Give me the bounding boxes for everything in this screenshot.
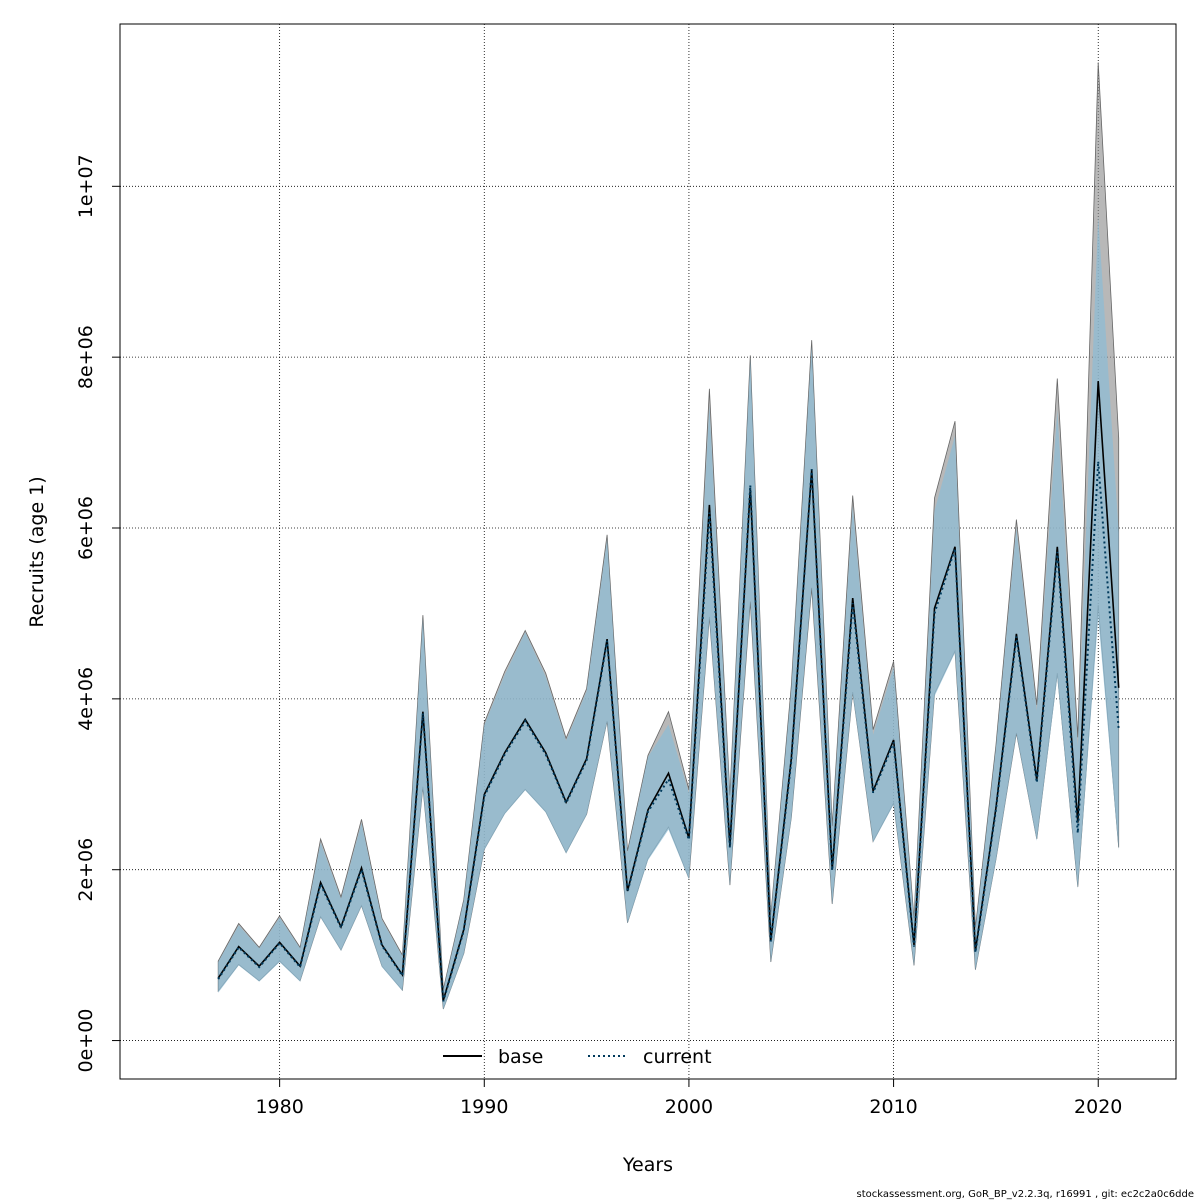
y-tick-label: 1e+07 [75,154,97,218]
y-tick-label: 8e+06 [75,325,97,389]
x-tick-label: 1980 [255,1096,303,1118]
legend: base current [443,1046,712,1068]
legend-label-base: base [498,1046,543,1068]
x-tick-label: 2000 [665,1096,713,1118]
y-axis: 0e+00 2e+06 4e+06 6e+06 8e+06 1e+07 [75,154,121,1073]
series-lines [217,381,1120,1002]
footer-credit: stockassessment.org, GoR_BP_v2.2.3q, r16… [857,1189,1194,1200]
y-tick-label: 2e+06 [75,838,97,902]
y-tick-label: 0e+00 [75,1009,97,1073]
legend-label-current: current [643,1046,712,1068]
y-axis-title: Recruits (age 1) [26,476,48,627]
x-axis: 1980 1990 2000 2010 2020 [255,1078,1122,1118]
x-tick-label: 2020 [1074,1096,1122,1118]
x-axis-title: Years [622,1154,673,1176]
line-current [217,461,1120,1002]
y-tick-label: 4e+06 [75,667,97,731]
x-tick-label: 1990 [460,1096,508,1118]
x-tick-label: 2010 [869,1096,917,1118]
y-tick-label: 6e+06 [75,496,97,560]
